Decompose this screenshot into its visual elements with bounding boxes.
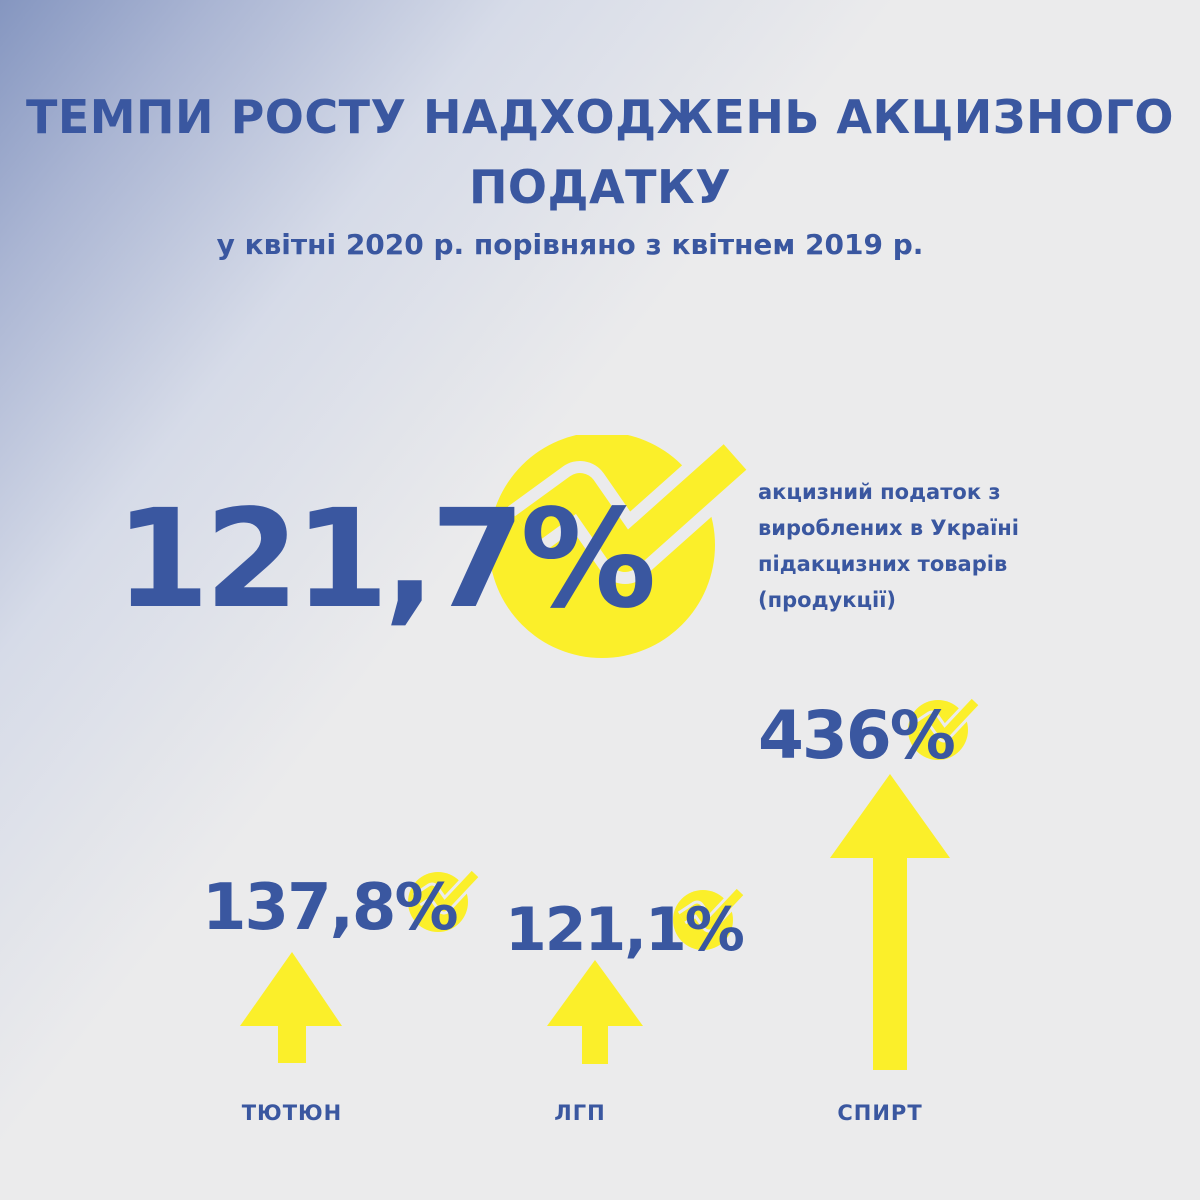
spirit-growth-value: 436%: [758, 697, 956, 774]
check-circle-icon: [673, 886, 745, 950]
category-label-tobacco: ТЮТЮН: [241, 1101, 343, 1125]
check-circle-icon: [408, 868, 480, 932]
arrow-up-icon: [547, 960, 643, 1064]
main-description: акцизний податок з вироблених в Україні …: [758, 474, 1078, 618]
title-line-1: ТЕМПИ РОСТУ НАДХОДЖЕНЬ АКЦИЗНОГО: [25, 90, 1174, 144]
arrow-up-icon: [240, 952, 342, 1063]
description-line: акцизний податок з: [758, 480, 1001, 504]
description-line: вироблених в Україні: [758, 516, 1019, 540]
check-circle-icon: [908, 696, 980, 760]
description-line: підакцизних товарів: [758, 552, 1008, 576]
main-growth-value: 121,7%: [115, 481, 656, 639]
page-title: ТЕМПИ РОСТУ НАДХОДЖЕНЬ АКЦИЗНОГО ПОДАТКУ: [0, 82, 1200, 222]
category-label-spirit: СПИРТ: [837, 1101, 923, 1125]
category-label-lgp: ЛГП: [554, 1101, 606, 1125]
title-line-2: ПОДАТКУ: [468, 160, 732, 214]
arrow-up-icon: [830, 774, 950, 1070]
check-circle-icon: [489, 435, 750, 658]
page-subtitle: у квітні 2020 р. порівняно з квітнем 201…: [216, 228, 924, 261]
tobacco-growth-value: 137,8%: [202, 871, 459, 945]
description-line: (продукції): [758, 588, 897, 612]
lgp-growth-value: 121,1%: [505, 895, 745, 965]
